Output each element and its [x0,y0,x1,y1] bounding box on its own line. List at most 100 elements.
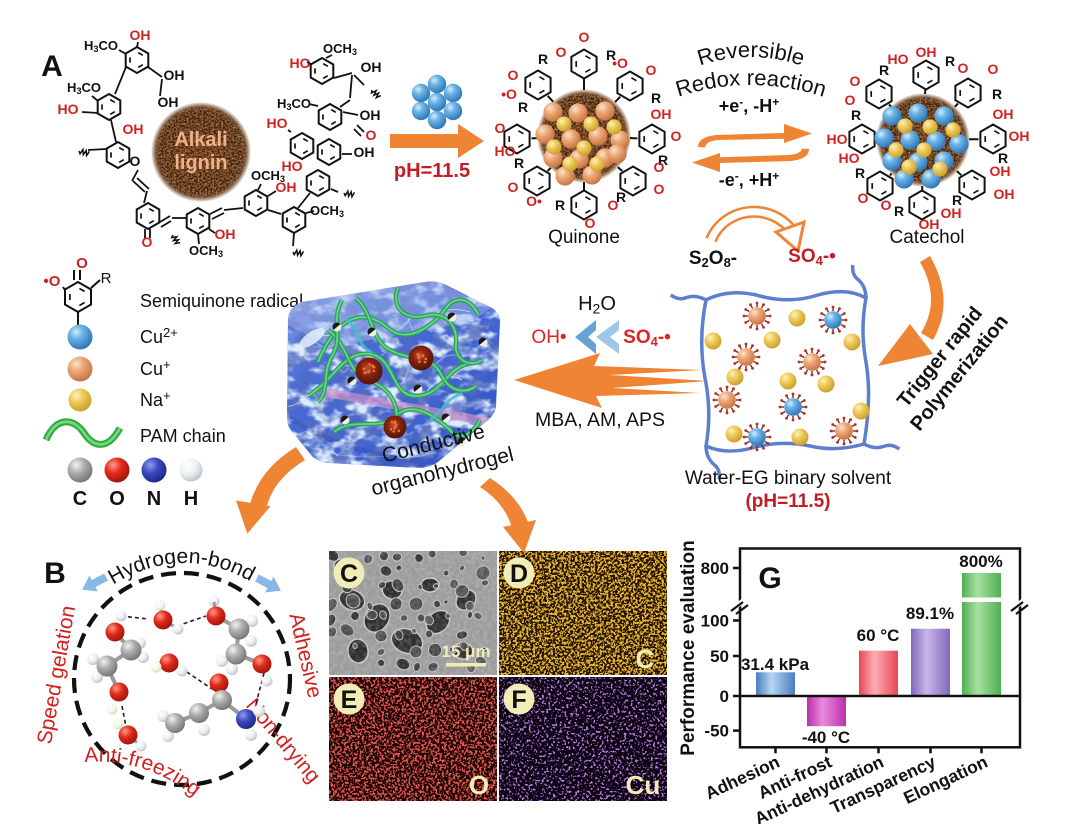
svg-text:C: C [73,488,87,510]
svg-text:-40 °C: -40 °C [802,728,850,747]
svg-text:O: O [366,127,377,143]
svg-text:Hydrogen-bond: Hydrogen-bond [104,545,258,589]
svg-text:R: R [998,150,1008,166]
svg-text:O: O [845,92,856,108]
svg-text:O: O [654,181,665,197]
svg-text:800: 800 [701,559,729,578]
svg-text:89.1%: 89.1% [906,604,954,623]
svg-text:R: R [851,107,861,123]
svg-text:100: 100 [701,612,729,631]
svg-text:O: O [858,190,869,206]
svg-text:OH: OH [916,44,937,60]
svg-text:PAM chain: PAM chain [140,426,226,446]
svg-text:O: O [850,73,861,89]
svg-text:OH: OH [130,27,151,43]
svg-text:OH: OH [1009,128,1030,144]
svg-text:Cu+: Cu+ [140,357,171,379]
svg-text:O: O [579,29,590,45]
svg-text:R: R [952,192,962,208]
svg-text:O: O [988,61,999,77]
svg-text:R: R [538,51,548,67]
svg-text:R: R [945,53,955,69]
svg-text:15 μm: 15 μm [441,642,490,661]
svg-text:OH: OH [164,67,185,83]
svg-text:0: 0 [720,687,729,706]
svg-text:HO: HO [267,115,288,131]
svg-text:R: R [518,99,528,115]
svg-text:R: R [606,47,616,63]
svg-text:G: G [758,562,781,595]
svg-text:HO: HO [495,143,516,159]
svg-text:O: O [881,197,892,213]
svg-text:(pH=11.5): (pH=11.5) [745,491,830,512]
svg-text:OH: OH [354,144,375,160]
svg-text:H3CO: H3CO [277,96,311,112]
svg-text:lignin: lignin [174,152,227,174]
svg-text:C: C [636,644,655,674]
svg-text:H2O: H2O [578,293,616,316]
svg-text:E: E [341,686,358,714]
svg-text:50: 50 [710,647,729,666]
svg-text:OH: OH [994,186,1015,202]
svg-text:O: O [646,62,657,78]
svg-text:800%: 800% [959,552,1002,571]
svg-text:OH: OH [158,94,179,110]
svg-text:OH: OH [993,106,1014,122]
svg-text:A: A [41,50,63,83]
svg-text:OH: OH [215,226,236,242]
svg-text:Water-EG binary solvent: Water-EG binary solvent [685,468,892,489]
svg-text:OH: OH [919,216,940,232]
svg-text:+e-, -H+: +e-, -H+ [719,95,780,116]
svg-text:OH: OH [360,107,381,123]
svg-text:Quinone: Quinone [548,227,620,248]
svg-text:Non-drying: Non-drying [241,694,325,787]
svg-text:HO: HO [888,51,909,67]
svg-text:OH: OH [651,106,672,122]
svg-text:O: O [76,255,88,272]
svg-text:pH=11.5: pH=11.5 [394,160,470,182]
svg-text:O: O [495,120,506,136]
svg-text:D: D [510,560,528,588]
svg-text:OCH3: OCH3 [189,243,223,259]
svg-text:O: O [508,179,519,195]
svg-text:F: F [511,686,526,714]
svg-text:OH: OH [990,163,1011,179]
svg-text:OH: OH [941,205,962,221]
svg-text:O: O [671,128,682,144]
svg-text:Na+: Na+ [140,388,171,410]
svg-text:O: O [508,67,519,83]
svg-text:R: R [514,155,524,171]
svg-text:OCH3: OCH3 [310,203,344,219]
svg-text:OH: OH [361,59,382,75]
svg-text:S2O8-: S2O8- [689,248,737,270]
svg-text:R: R [101,270,112,287]
svg-text:Semiquinone radical: Semiquinone radical [140,291,303,311]
svg-text:R: R [555,197,565,213]
svg-text:B: B [44,557,66,590]
svg-text:HO: HO [290,55,311,71]
svg-text:HO: HO [58,101,79,117]
svg-text:O: O [142,234,153,250]
svg-text:O: O [608,197,619,213]
svg-text:Cu2+: Cu2+ [140,325,178,347]
svg-text:OCH3: OCH3 [251,168,285,184]
svg-text:N: N [147,488,161,510]
svg-text:Anti-freezing: Anti-freezing [84,743,206,800]
svg-text:-50: -50 [704,722,729,741]
svg-text:O: O [556,44,567,60]
svg-text:HO: HO [282,158,303,174]
svg-text:SO4-•: SO4-• [788,246,836,268]
svg-text:O: O [958,60,969,76]
svg-text:SO4-•: SO4-• [623,327,671,349]
svg-text:31.4 kPa: 31.4 kPa [741,655,810,674]
svg-text:-e-, +H+: -e-, +H+ [719,169,780,190]
svg-text:HO: HO [839,150,860,166]
svg-text:H3CO: H3CO [84,38,118,54]
svg-text:•O: •O [44,273,61,290]
svg-text:60 °C: 60 °C [857,626,900,645]
svg-text:Catechol: Catechol [890,227,965,248]
svg-text:O: O [585,215,596,231]
svg-text:R: R [894,203,904,219]
svg-text:Performance evaluation: Performance evaluation [678,540,699,755]
svg-text:R: R [992,86,1002,102]
